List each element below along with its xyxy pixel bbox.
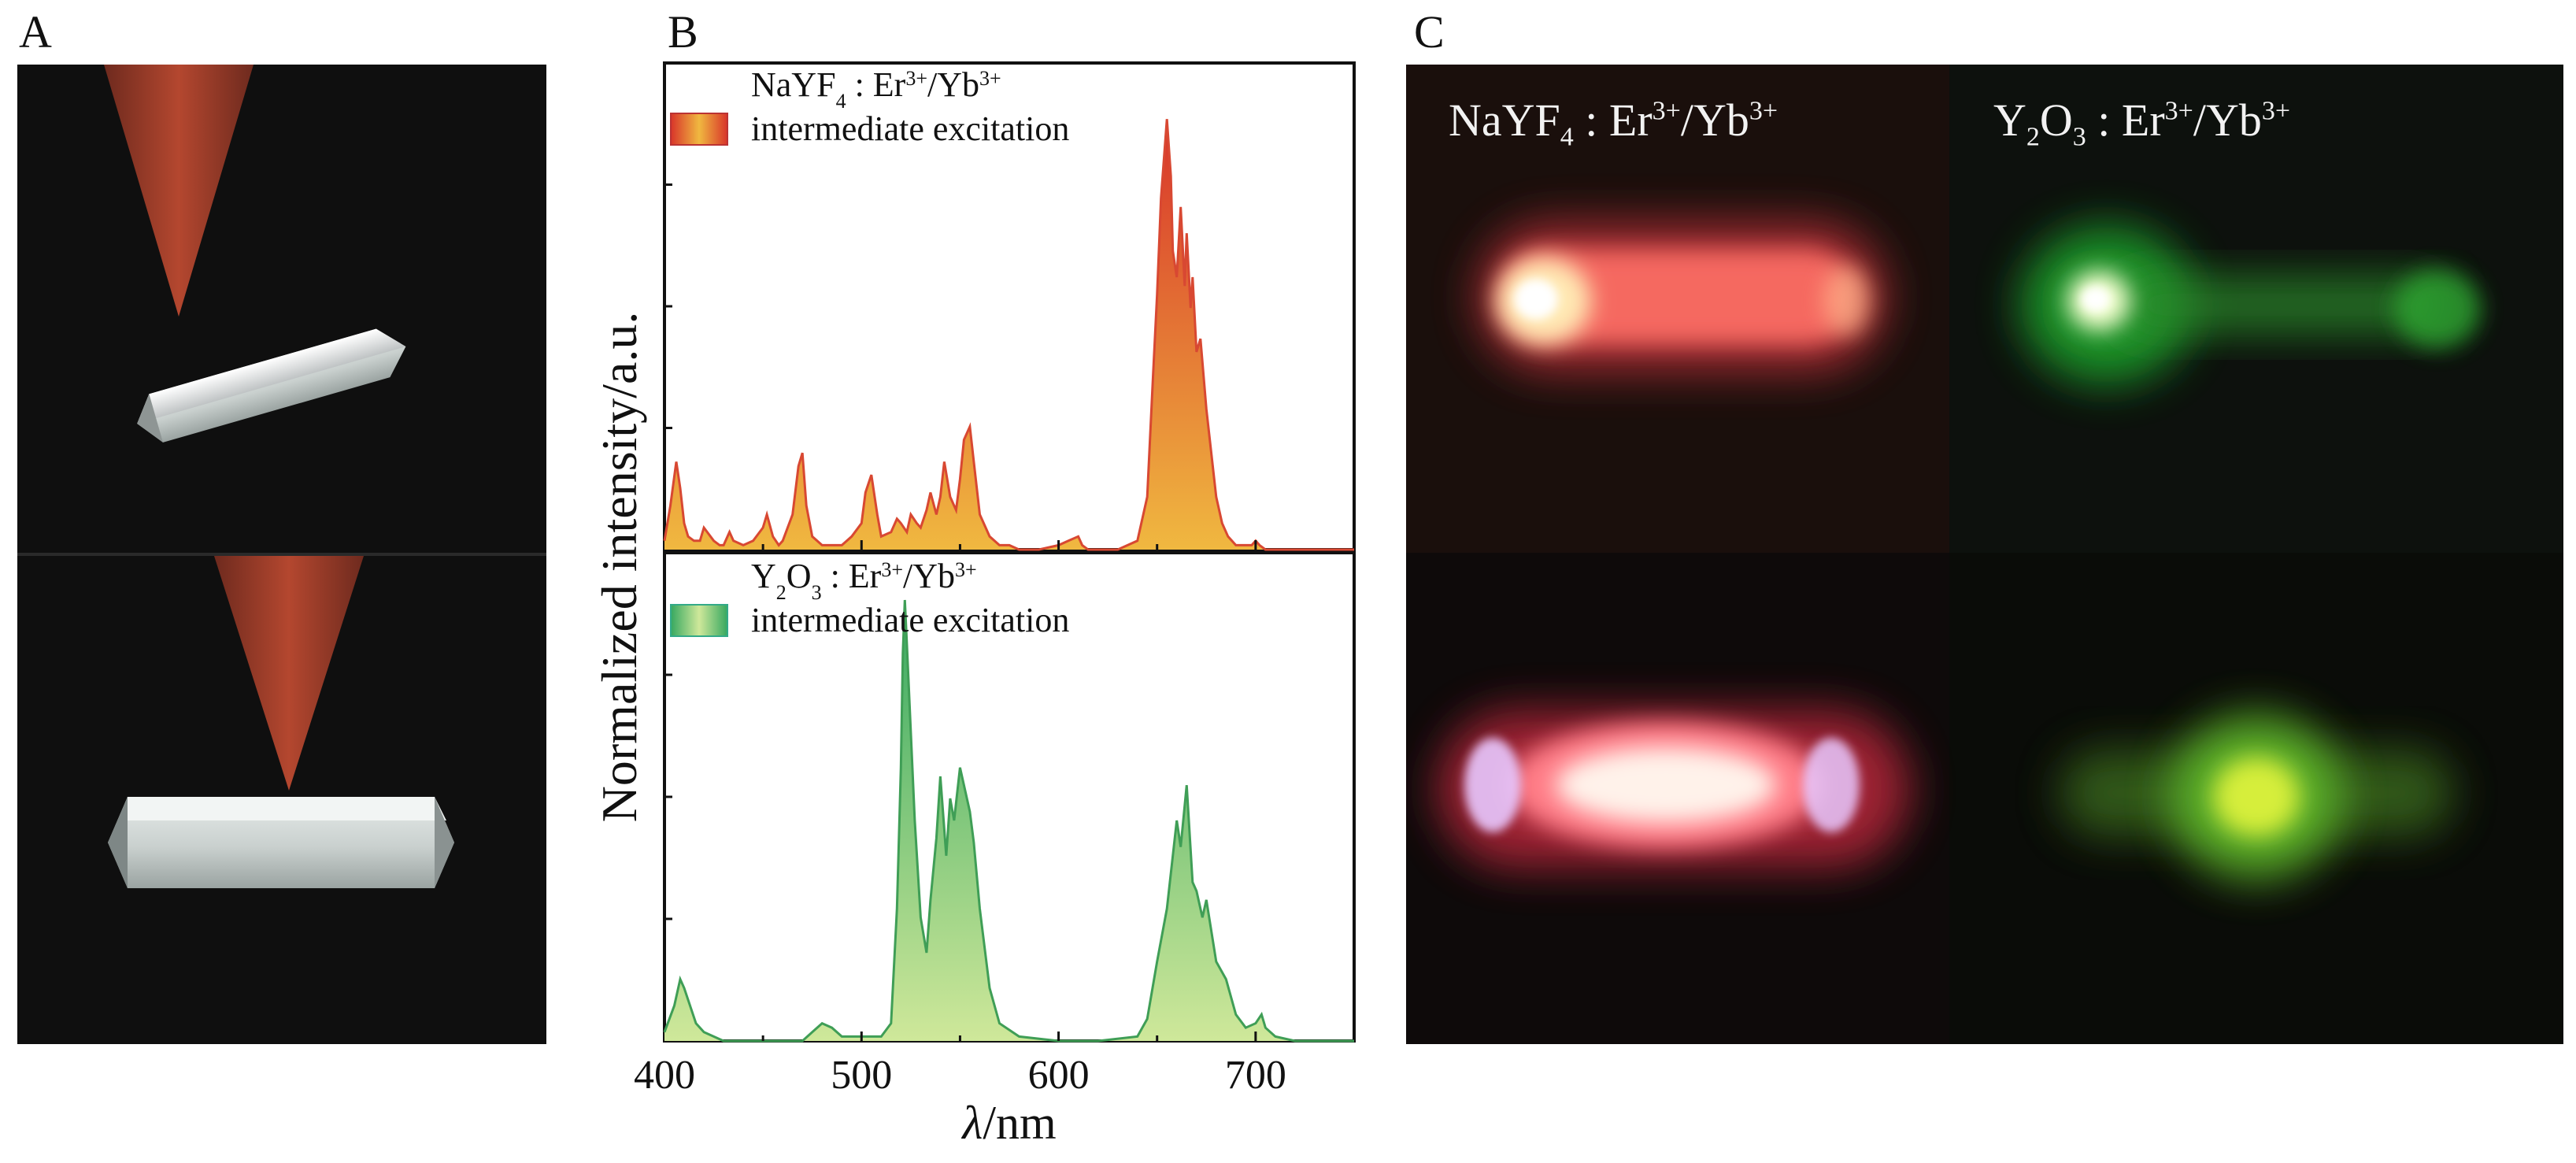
x-tick-label-700: 700 [1225,1053,1286,1098]
y2o3-rod-glow-bottom [2060,714,2453,880]
legend-swatch-nayf4 [670,113,728,146]
series-area-0 [664,119,1354,550]
legend-swatch-y2o3 [670,604,728,637]
spectra-svg: Normalized intensity/a.u. 400 500 600 700 N… [591,61,1356,1149]
legend-title-nayf4: NaYF4 : Er3+/Yb3+ [751,65,1001,113]
nayf4-photo-label: NaYF4 : Er3+/Yb3+ [1449,94,1778,152]
series-area-1 [664,600,1354,1041]
x-tick-label-400: 400 [634,1053,695,1098]
schematic-divider [17,553,546,556]
spectra-chart: Normalized intensity/a.u. 400 500 600 700 N… [543,47,1393,1163]
laser-cone-bottom [214,556,364,791]
micrograph-panel: NaYF4 : Er3+/Yb3+ Y2O3 : Er3+/Yb3+ [1406,65,2563,1044]
x-tick-label-600: 600 [1028,1053,1090,1098]
y2o3-photo-label: Y2O3 : Er3+/Yb3+ [1993,94,2291,152]
y2o3-rod-glow-top [2020,226,2481,383]
series-y2o3 [663,599,1354,1043]
x-tick-label-500: 500 [831,1053,892,1098]
micrograph-images [1406,65,2563,1044]
nayf4-rod-glow-top [1477,222,1886,372]
x-axis-label: λ/nm [960,1097,1056,1149]
legend-y2o3: Y2O3 : Er3+/Yb3+ intermediate excitation [670,557,1069,639]
series-line-0 [663,119,1354,551]
laser-cone-top [104,65,254,317]
x-ticks: 400 500 600 700 [634,540,1286,1098]
y-axis-label: Normalized intensity/a.u. [591,312,647,823]
series-nayf4 [663,119,1354,551]
legend-nayf4: NaYF4 : Er3+/Yb3+ intermediate excitatio… [670,65,1069,148]
panel-label-b: B [668,6,698,57]
schematic-drawing [17,65,546,888]
panel-label-c: C [1414,6,1445,57]
legend-title-y2o3: Y2O3 : Er3+/Yb3+ [751,557,977,604]
legend-label-y2o3: intermediate excitation [751,601,1069,639]
crystal-tilted [137,328,406,443]
y-ticks [664,183,672,920]
legend-label-nayf4: intermediate excitation [751,109,1069,148]
series-line-1 [663,599,1354,1043]
nayf4-rod-glow-bottom [1438,710,1910,868]
panel-label-a: A [19,6,52,57]
schematic-panel [17,65,546,1044]
crystal-horizontal [108,797,454,888]
